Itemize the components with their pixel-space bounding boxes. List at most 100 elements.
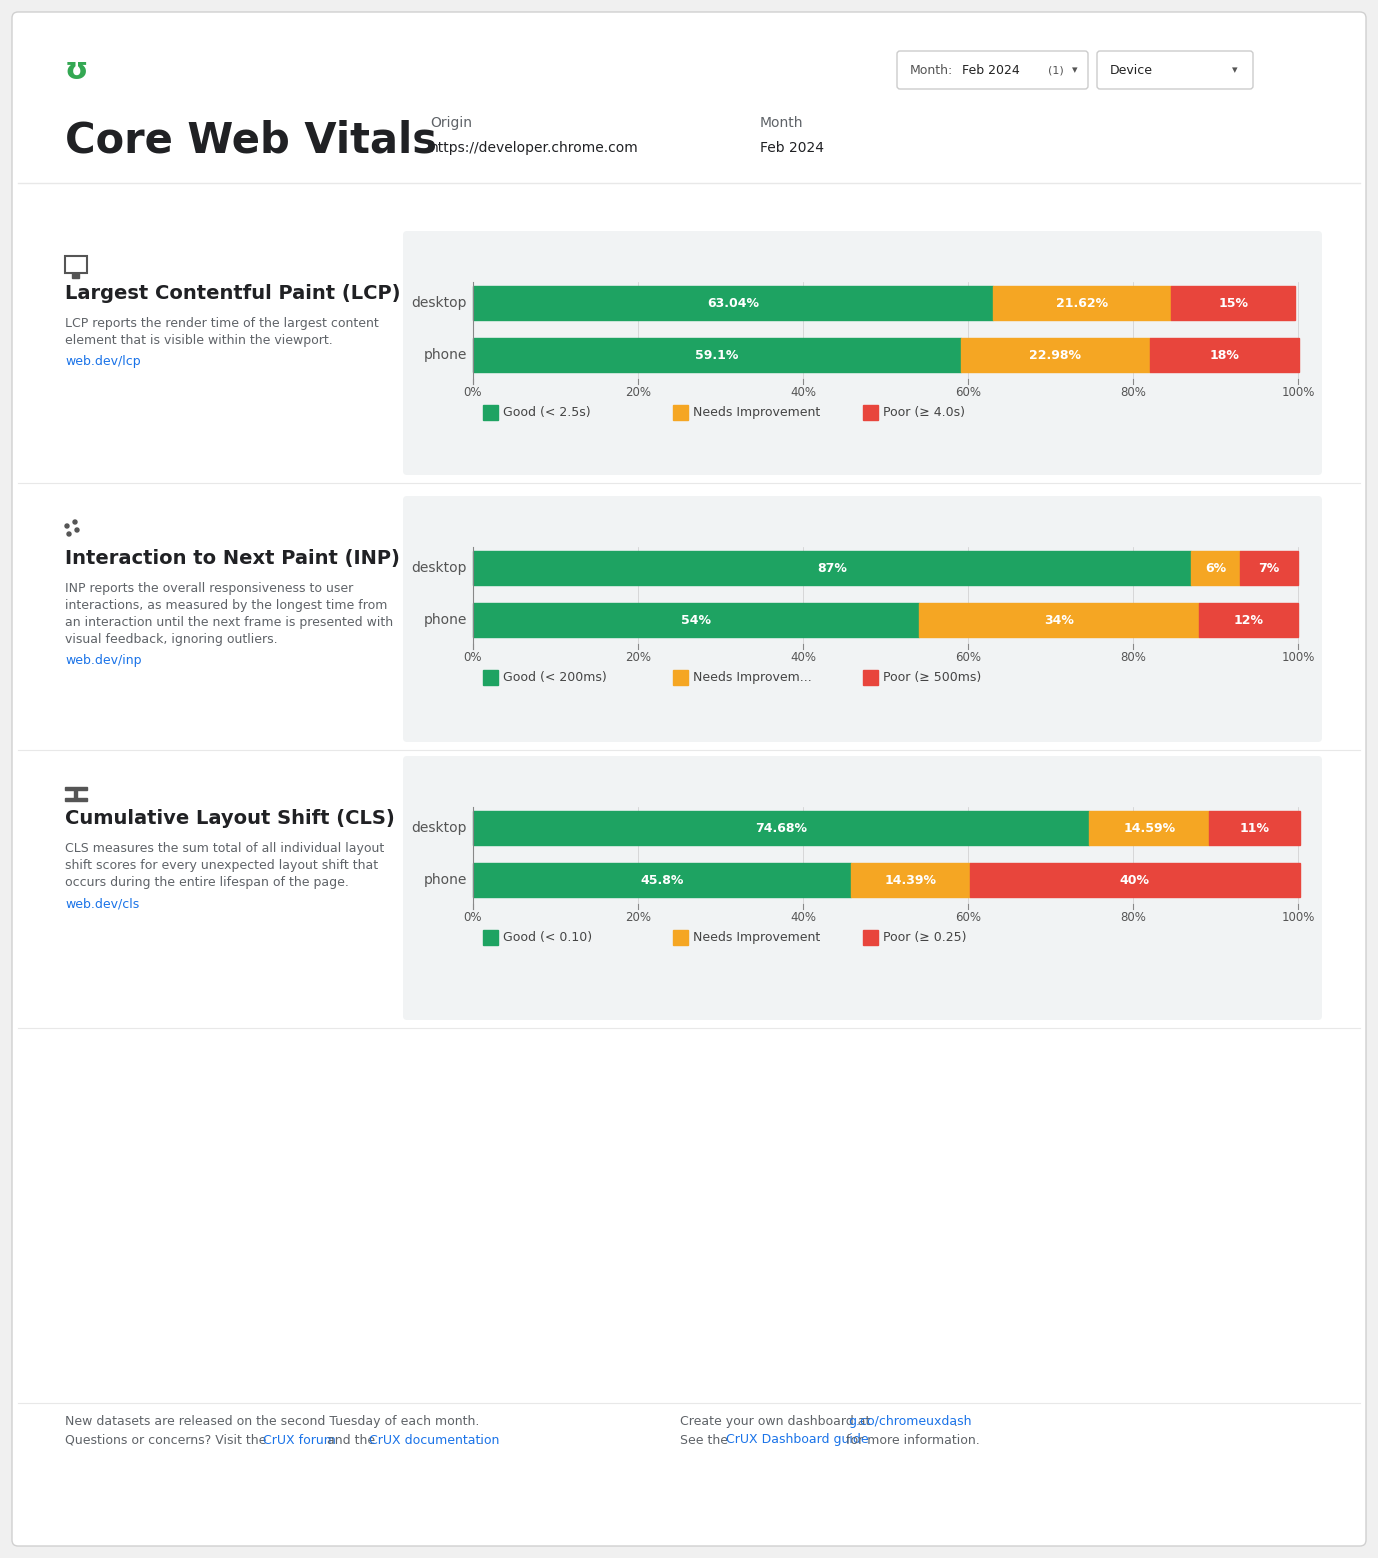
Text: 100%: 100% (1282, 651, 1315, 664)
Text: CrUX documentation: CrUX documentation (369, 1433, 499, 1446)
Text: 40%: 40% (790, 911, 816, 924)
Bar (1089, 812, 1210, 844)
Text: .: . (954, 1416, 958, 1429)
Text: New datasets are released on the second Tuesday of each month.: New datasets are released on the second … (65, 1416, 480, 1429)
Text: an interaction until the next frame is presented with: an interaction until the next frame is p… (65, 615, 393, 629)
Text: 40%: 40% (790, 386, 816, 399)
Circle shape (68, 531, 72, 536)
Bar (1240, 552, 1298, 584)
Text: desktop: desktop (412, 296, 467, 310)
Text: for more information.: for more information. (842, 1433, 980, 1446)
Text: 80%: 80% (1120, 911, 1146, 924)
Bar (72, 273, 79, 277)
FancyBboxPatch shape (402, 495, 1322, 742)
Text: interactions, as measured by the longest time from: interactions, as measured by the longest… (65, 598, 387, 612)
Bar (863, 930, 878, 946)
Bar (863, 405, 878, 421)
Text: Feb 2024: Feb 2024 (761, 142, 824, 154)
Text: CrUX forum: CrUX forum (263, 1433, 336, 1446)
Text: 22.98%: 22.98% (1029, 349, 1082, 361)
Text: 80%: 80% (1120, 386, 1146, 399)
Text: Good (< 0.10): Good (< 0.10) (503, 930, 593, 944)
Text: and the: and the (322, 1433, 379, 1446)
Bar (1210, 812, 1301, 844)
Text: Origin: Origin (430, 115, 473, 129)
Text: g.co/chromeuxdash: g.co/chromeuxdash (847, 1416, 971, 1429)
Text: CLS measures the sum total of all individual layout: CLS measures the sum total of all indivi… (65, 841, 384, 855)
Bar (473, 603, 919, 637)
Bar (960, 338, 1151, 372)
Text: 59.1%: 59.1% (695, 349, 739, 361)
FancyBboxPatch shape (402, 231, 1322, 475)
Circle shape (73, 520, 77, 523)
Text: Good (< 2.5s): Good (< 2.5s) (503, 405, 591, 419)
Text: 20%: 20% (626, 651, 650, 664)
Text: 80%: 80% (1120, 651, 1146, 664)
Bar (74, 790, 77, 799)
Text: 18%: 18% (1210, 349, 1239, 361)
Text: 14.39%: 14.39% (885, 874, 936, 887)
Text: Needs Improvement: Needs Improvement (693, 405, 820, 419)
Text: 100%: 100% (1282, 911, 1315, 924)
Text: Questions or concerns? Visit the: Questions or concerns? Visit the (65, 1433, 270, 1446)
Text: ▾: ▾ (1232, 65, 1237, 75)
Text: shift scores for every unexpected layout shift that: shift scores for every unexpected layout… (65, 858, 378, 872)
Text: ʊ: ʊ (65, 56, 88, 84)
Text: (1): (1) (1049, 65, 1064, 75)
Bar (484, 670, 497, 686)
Text: 40%: 40% (1119, 874, 1149, 887)
Bar (919, 603, 1199, 637)
Text: web.dev/inp: web.dev/inp (65, 654, 142, 667)
Bar (672, 670, 688, 686)
Text: 20%: 20% (626, 386, 650, 399)
Text: Cumulative Layout Shift (CLS): Cumulative Layout Shift (CLS) (65, 809, 394, 827)
Bar (484, 405, 497, 421)
Text: 0%: 0% (464, 911, 482, 924)
Text: 7%: 7% (1258, 561, 1280, 575)
Text: Device: Device (1111, 64, 1153, 76)
Circle shape (74, 528, 79, 531)
Bar (473, 338, 960, 372)
Text: 40%: 40% (790, 651, 816, 664)
Text: Poor (≥ 4.0s): Poor (≥ 4.0s) (883, 405, 965, 419)
Text: 15%: 15% (1218, 296, 1248, 310)
Text: See the: See the (679, 1433, 732, 1446)
Bar (1191, 552, 1240, 584)
Text: 21.62%: 21.62% (1056, 296, 1108, 310)
Text: INP reports the overall responsiveness to user: INP reports the overall responsiveness t… (65, 583, 353, 595)
Text: phone: phone (423, 872, 467, 887)
Text: Needs Improvement: Needs Improvement (693, 930, 820, 944)
Bar (970, 863, 1299, 897)
Bar (672, 930, 688, 946)
Text: 74.68%: 74.68% (755, 821, 808, 835)
Text: 34%: 34% (1043, 614, 1073, 626)
Text: occurs during the entire lifespan of the page.: occurs during the entire lifespan of the… (65, 876, 349, 890)
Text: 45.8%: 45.8% (641, 874, 683, 887)
Text: 11%: 11% (1240, 821, 1271, 835)
Bar (1151, 338, 1298, 372)
Text: 14.59%: 14.59% (1123, 821, 1175, 835)
Text: Poor (≥ 500ms): Poor (≥ 500ms) (883, 670, 981, 684)
Bar (1199, 603, 1298, 637)
Text: 60%: 60% (955, 386, 981, 399)
Text: Poor (≥ 0.25): Poor (≥ 0.25) (883, 930, 966, 944)
Bar (863, 670, 878, 686)
Text: 60%: 60% (955, 651, 981, 664)
Bar (65, 798, 87, 801)
Bar (484, 930, 497, 946)
Text: Core Web Vitals: Core Web Vitals (65, 118, 437, 160)
Text: 63.04%: 63.04% (707, 296, 759, 310)
FancyBboxPatch shape (897, 51, 1089, 89)
Bar (994, 287, 1171, 319)
Bar (473, 812, 1089, 844)
Text: desktop: desktop (412, 821, 467, 835)
FancyBboxPatch shape (402, 756, 1322, 1020)
Text: phone: phone (423, 347, 467, 361)
Text: 100%: 100% (1282, 386, 1315, 399)
Text: https://developer.chrome.com: https://developer.chrome.com (430, 142, 639, 154)
Text: .: . (480, 1433, 484, 1446)
Bar (1171, 287, 1295, 319)
Text: CrUX Dashboard guide: CrUX Dashboard guide (726, 1433, 868, 1446)
Text: element that is visible within the viewport.: element that is visible within the viewp… (65, 333, 332, 347)
Text: Largest Contentful Paint (LCP): Largest Contentful Paint (LCP) (65, 284, 401, 302)
